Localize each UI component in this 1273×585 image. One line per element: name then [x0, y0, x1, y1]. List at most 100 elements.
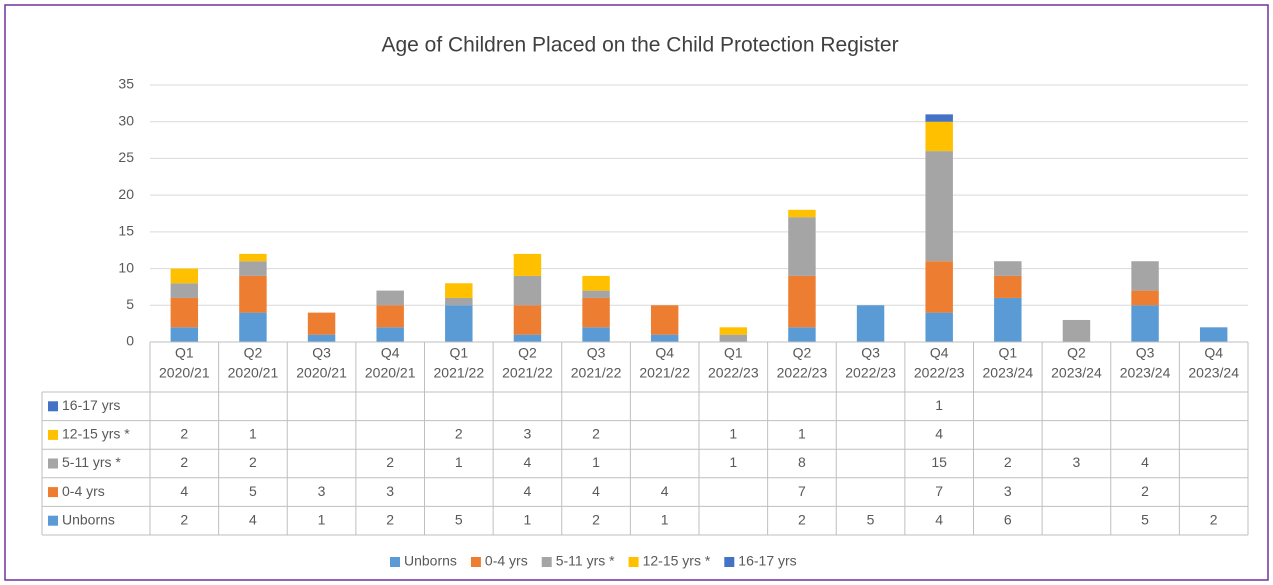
table-cell: 5 [455, 511, 463, 527]
table-cell: 4 [524, 483, 532, 499]
bar-segment [445, 297, 473, 306]
bar-segment [650, 305, 679, 335]
bar-segment [582, 327, 610, 342]
bar-segment [925, 114, 953, 122]
x-tick-label: Q1 [175, 345, 194, 361]
bar-segment [788, 209, 816, 218]
table-cell: 1 [798, 426, 806, 442]
x-tick-label: 2021/22 [639, 365, 690, 381]
table-cell: 7 [935, 483, 943, 499]
bar-segment [788, 327, 816, 342]
bar-segment [925, 151, 953, 262]
table-row-label: 0-4 yrs [62, 483, 105, 499]
y-tick-label: 20 [118, 186, 134, 202]
bar-segment [1131, 305, 1159, 342]
bar-segment [376, 305, 404, 328]
table-cell: 2 [1004, 454, 1012, 470]
legend-key [724, 557, 735, 567]
bar-segment [582, 290, 610, 298]
bar-segment [307, 312, 336, 335]
x-tick-label: Q2 [1067, 345, 1086, 361]
x-tick-label: Q4 [930, 345, 949, 361]
x-tick-label: 2023/24 [983, 365, 1034, 381]
table-cell: 2 [455, 426, 463, 442]
bar-segment [856, 305, 885, 342]
bar-segment [788, 217, 816, 276]
bar-segment [582, 275, 610, 291]
table-row-label: Unborns [62, 511, 115, 527]
legend-label: 5-11 yrs * [556, 553, 615, 569]
bar-segment [376, 327, 404, 342]
table-cell: 4 [180, 483, 188, 499]
x-tick-label: 2022/23 [914, 365, 965, 381]
bar-segment [170, 268, 199, 284]
bar-segment [445, 305, 473, 342]
legend-key [48, 458, 58, 469]
table-cell: 4 [524, 454, 532, 470]
table-cell: 3 [524, 426, 532, 442]
x-tick-label: 2023/24 [1051, 365, 1102, 381]
x-tick-label: Q4 [381, 345, 400, 361]
table-cell: 1 [455, 454, 463, 470]
x-tick-label: Q3 [587, 345, 606, 361]
x-tick-label: 2020/21 [365, 365, 416, 381]
bar-segment [445, 283, 473, 298]
bar-segment [925, 121, 953, 152]
x-tick-label: Q1 [724, 345, 743, 361]
bar-segment [994, 297, 1022, 342]
bar-segment [1062, 319, 1091, 342]
bar-segment [513, 253, 542, 276]
bar-segment [239, 275, 267, 313]
bar-segment [170, 297, 199, 328]
bar-segment [925, 312, 953, 342]
bar-segment [788, 275, 816, 328]
table-cell: 4 [935, 426, 943, 442]
chart-title: Age of Children Placed on the Child Prot… [381, 34, 898, 57]
bar-segment [994, 261, 1022, 276]
table-cell: 1 [524, 511, 532, 527]
bar-segment [925, 261, 953, 313]
legend-key [470, 557, 481, 567]
table-cell: 15 [931, 454, 947, 470]
y-tick-label: 35 [118, 76, 134, 92]
x-tick-label: Q2 [518, 345, 537, 361]
y-tick-label: 25 [118, 149, 134, 165]
legend-label: 12-15 yrs * [643, 553, 711, 569]
legend-key [48, 487, 58, 498]
table-cell: 3 [318, 483, 326, 499]
x-tick-label: 2020/21 [228, 365, 279, 381]
table-cell: 5 [249, 483, 257, 499]
bar-segment [239, 253, 267, 262]
table-cell: 4 [1141, 454, 1149, 470]
table-cell: 2 [1141, 483, 1149, 499]
legend-key [541, 557, 552, 567]
bar-segment [170, 283, 199, 298]
table-cell: 3 [386, 483, 394, 499]
bar-segment [307, 334, 336, 342]
table-cell: 1 [729, 454, 737, 470]
table-cell: 4 [935, 511, 943, 527]
bar-segment [719, 327, 748, 335]
table-cell: 2 [386, 454, 394, 470]
legend-key [390, 557, 400, 567]
table-cell: 4 [661, 483, 669, 499]
bar-segment [239, 312, 267, 342]
table-cell: 2 [386, 511, 394, 527]
legend-key [48, 515, 58, 526]
legend-key [48, 429, 58, 440]
x-tick-label: 2023/24 [1120, 365, 1171, 381]
legend-key [628, 557, 639, 567]
x-tick-label: Q3 [861, 345, 880, 361]
bar-segment [994, 275, 1022, 298]
table-row-label: 5-11 yrs * [62, 454, 121, 470]
x-tick-label: 2021/22 [571, 365, 622, 381]
bar-segment [1131, 261, 1159, 291]
bar-segment [650, 334, 679, 342]
x-tick-label: 2020/21 [296, 365, 347, 381]
bar-segment [513, 334, 542, 342]
legend-label: 0-4 yrs [485, 553, 528, 569]
x-tick-label: 2022/23 [777, 365, 828, 381]
x-tick-label: Q3 [312, 345, 331, 361]
table-cell: 6 [1004, 511, 1012, 527]
